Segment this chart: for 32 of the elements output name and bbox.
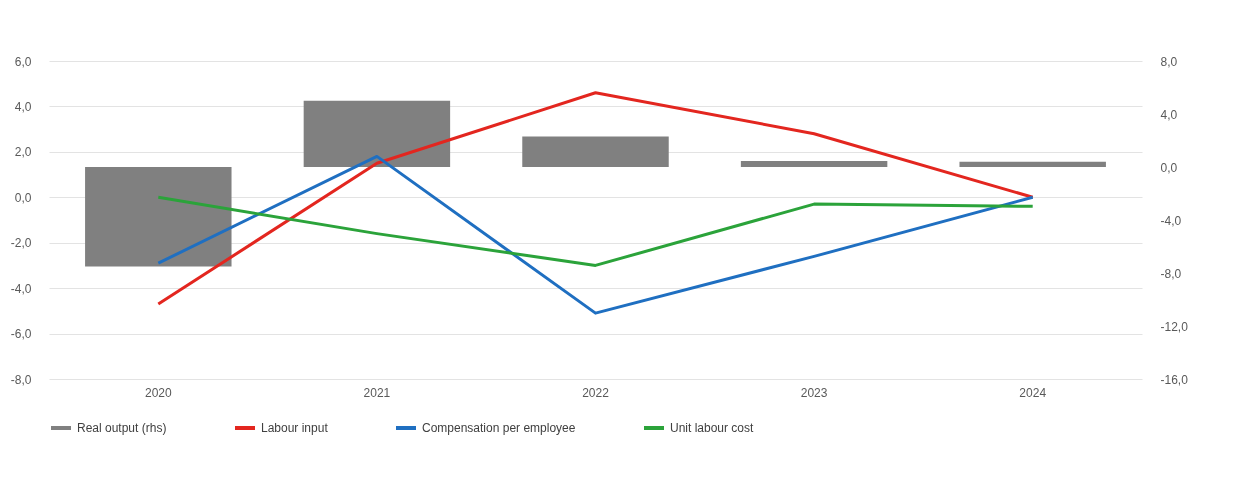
x-tick-label: 2021 [363, 385, 391, 400]
y-tick-label: -4,0 [10, 281, 32, 296]
x-tick-label: 2020 [144, 385, 172, 400]
bar [522, 136, 669, 167]
legend-label: Labour input [261, 421, 329, 435]
line-series [156, 154, 1035, 315]
y2-tick-label: 8,0 [1160, 54, 1178, 69]
y-tick-label: 6,0 [14, 54, 32, 69]
y2-tick-label: -12,0 [1160, 319, 1189, 334]
legend-label: Unit labour cost [670, 421, 755, 435]
y2-tick-label: -8,0 [1160, 266, 1182, 281]
y-tick-label: 2,0 [14, 145, 32, 160]
line-series [156, 91, 1035, 306]
y-tick-label: -6,0 [10, 327, 32, 342]
bar [303, 100, 451, 167]
y2-tick-label: -16,0 [1160, 372, 1189, 387]
line-series [156, 195, 1035, 267]
y-tick-label: 0,0 [14, 190, 32, 205]
y-tick-label: 4,0 [14, 99, 32, 114]
legend-label: Compensation per employee [422, 421, 576, 435]
y-tick-label: -8,0 [10, 372, 32, 387]
y2-tick-label: 0,0 [1160, 160, 1178, 175]
x-tick-label: 2024 [1019, 385, 1047, 400]
y2-tick-label: -4,0 [1160, 213, 1182, 228]
y-tick-label: -2,0 [10, 236, 32, 251]
bar [959, 161, 1106, 167]
bar [740, 161, 888, 167]
x-tick-label: 2022 [582, 385, 610, 400]
bar [85, 167, 232, 267]
y2-tick-label: 4,0 [1160, 107, 1178, 122]
x-tick-label: 2023 [800, 385, 828, 400]
legend-label: Real output (rhs) [77, 421, 167, 435]
